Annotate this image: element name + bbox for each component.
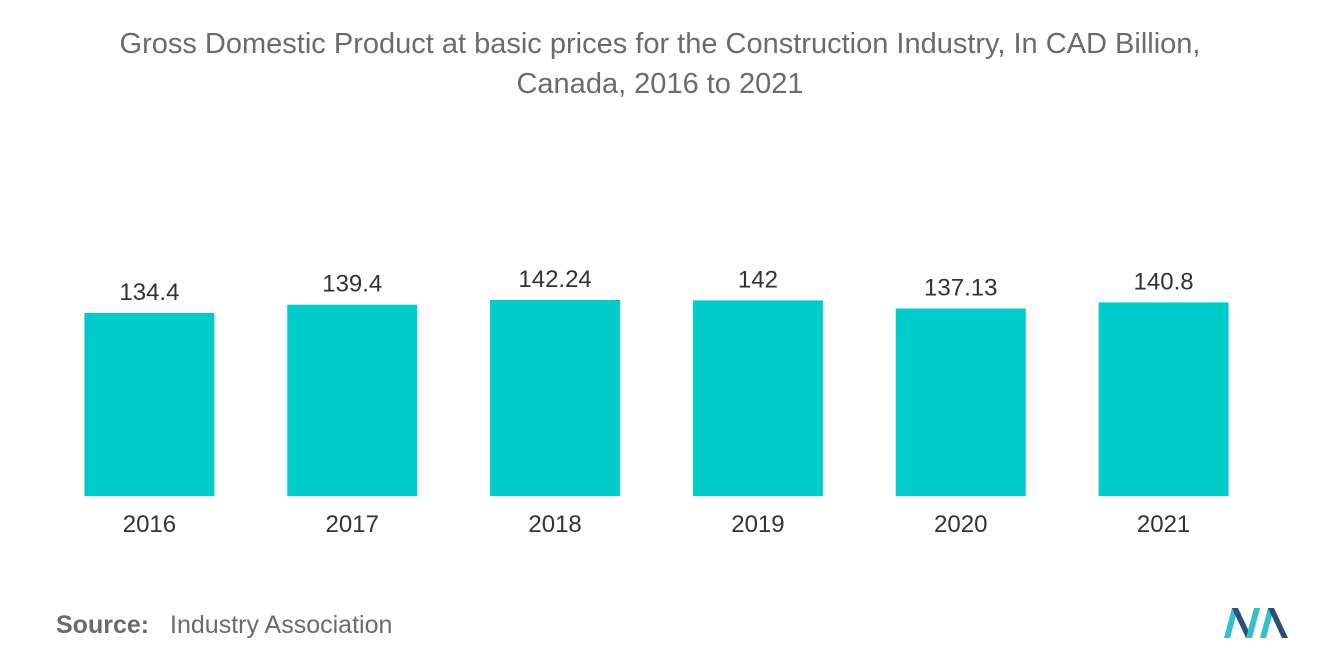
bar-2019 — [692, 300, 823, 496]
data-label-2021: 140.8 — [1134, 268, 1194, 295]
logo-mid-stroke — [1246, 608, 1260, 638]
logo-left-stroke — [1224, 608, 1238, 638]
x-tick-label-2016: 2016 — [123, 511, 176, 538]
data-label-2018: 142.24 — [518, 266, 591, 293]
source-note: Source: Industry Association — [56, 611, 392, 640]
bar-2021 — [1098, 302, 1229, 496]
bar-2017 — [287, 304, 418, 496]
x-tick-label-2019: 2019 — [731, 511, 784, 538]
data-label-2020: 137.13 — [924, 274, 997, 301]
x-tick-label-2018: 2018 — [528, 511, 581, 538]
logo-left-diagonal — [1232, 608, 1252, 638]
x-tick-label-2021: 2021 — [1137, 511, 1190, 538]
bar-2016 — [84, 313, 215, 496]
source-label: Source: — [56, 611, 150, 639]
chart-title: Gross Domestic Product at basic prices f… — [119, 28, 1201, 60]
data-label-2019: 142 — [738, 266, 778, 293]
x-tick-label-2020: 2020 — [934, 511, 987, 538]
data-label-2017: 139.4 — [322, 271, 382, 298]
company-logo-icon — [1224, 608, 1288, 638]
bar-2020 — [895, 308, 1026, 496]
chart-title-block: Gross Domestic Product at basic prices f… — [0, 24, 1320, 104]
x-tick-label-2017: 2017 — [326, 511, 379, 538]
logo-right-diagonal — [1268, 608, 1288, 638]
logo-right-stroke — [1260, 608, 1274, 638]
chart-subtitle: Canada, 2016 to 2021 — [516, 68, 804, 100]
bar-2018 — [490, 300, 621, 496]
data-label-2016: 134.4 — [119, 279, 179, 306]
source-text: Industry Association — [170, 611, 393, 639]
